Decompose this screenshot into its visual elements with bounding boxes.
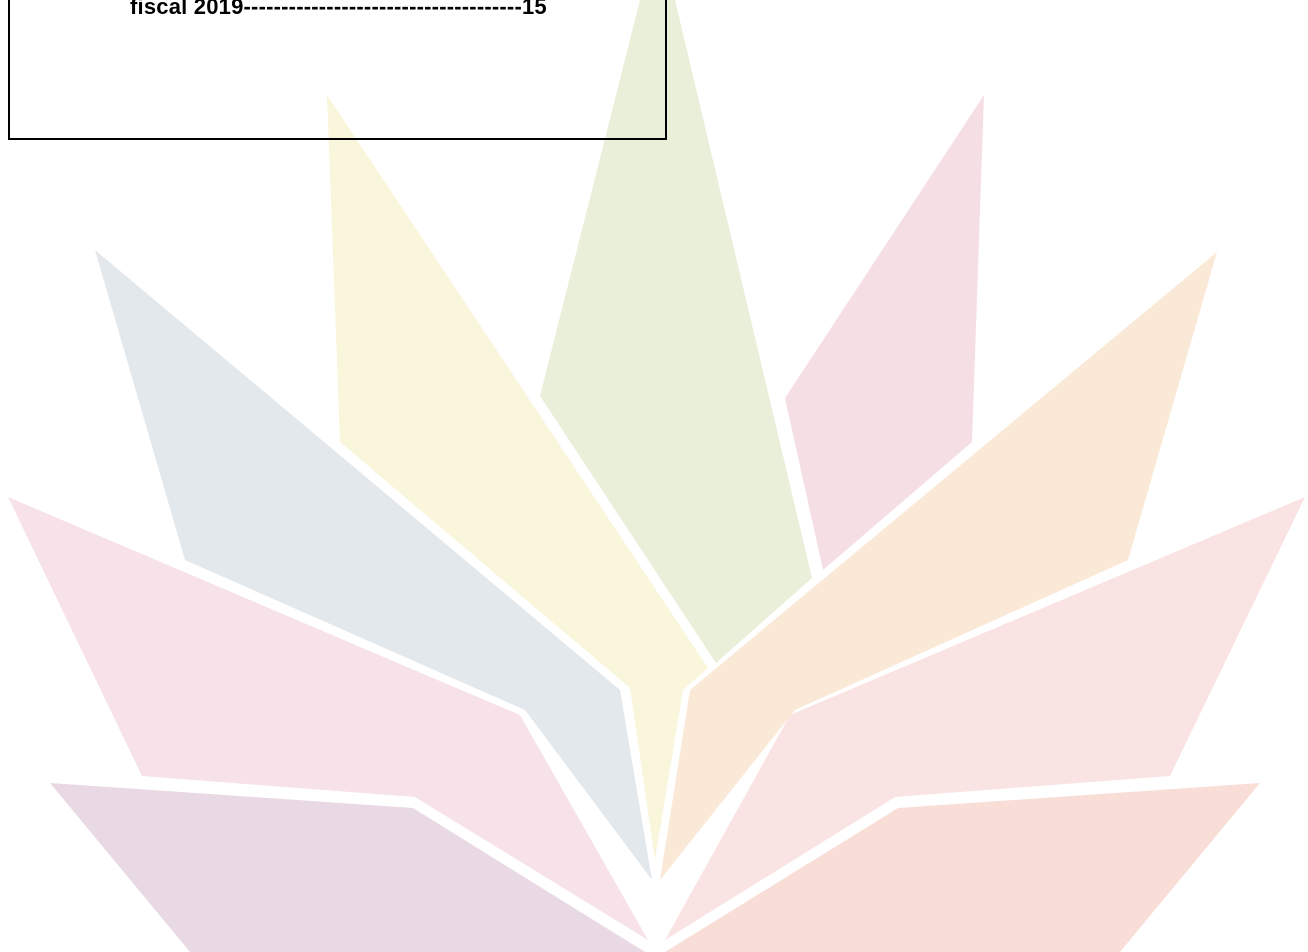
- toc-box: fiscal 2019-----------------------------…: [8, 0, 667, 140]
- toc-entry: fiscal 2019-----------------------------…: [130, 0, 547, 20]
- watermark: [0, 0, 1308, 952]
- page: {"toc_entry": {"text": "fiscal 2019-----…: [0, 0, 1308, 952]
